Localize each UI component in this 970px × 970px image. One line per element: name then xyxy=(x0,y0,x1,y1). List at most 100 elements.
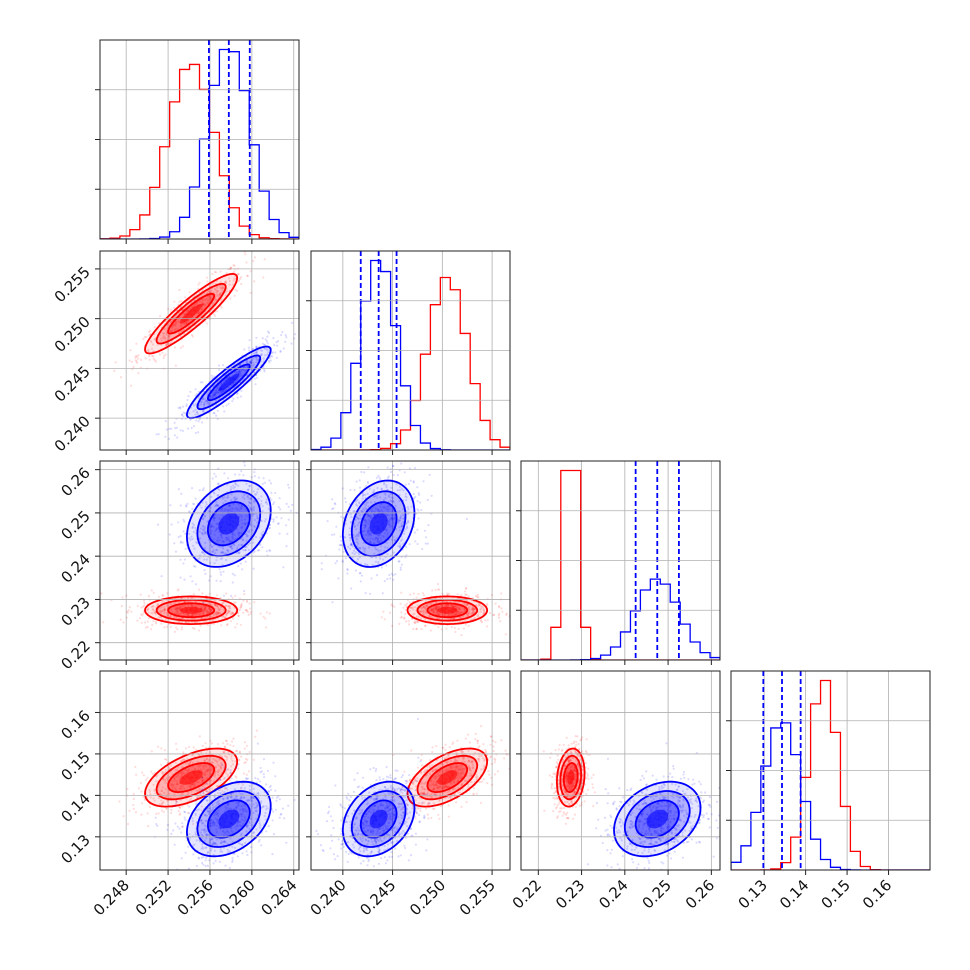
sample-point xyxy=(479,610,482,613)
sample-point xyxy=(221,547,225,550)
sample-point xyxy=(132,365,135,368)
contour-line-red xyxy=(167,602,216,619)
sample-point xyxy=(486,625,489,628)
sample-point xyxy=(364,493,367,496)
sample-point xyxy=(189,575,192,578)
sample-point xyxy=(166,823,169,827)
sample-point xyxy=(146,625,149,629)
sample-point xyxy=(430,608,433,611)
sample-point xyxy=(242,538,245,542)
sample-point xyxy=(254,383,257,386)
sample-point xyxy=(216,286,219,289)
sample-point xyxy=(118,800,121,803)
sample-point xyxy=(233,270,236,273)
sample-point xyxy=(214,603,217,607)
sample-point xyxy=(205,765,208,769)
sample-point xyxy=(212,525,215,528)
sample-point xyxy=(417,509,420,512)
sample-point xyxy=(220,624,223,627)
sample-point xyxy=(464,619,467,622)
sample-point xyxy=(186,804,189,807)
sample-point xyxy=(381,510,384,513)
sample-point xyxy=(222,390,225,393)
sample-point xyxy=(238,368,241,371)
sample-point xyxy=(188,833,191,836)
sample-point xyxy=(174,601,177,605)
sample-point xyxy=(241,783,244,786)
sample-point xyxy=(219,754,222,757)
sample-point xyxy=(181,604,184,607)
sample-point xyxy=(201,421,204,424)
sample-point xyxy=(170,808,173,812)
sample-point xyxy=(187,768,190,771)
sample-point xyxy=(159,609,162,613)
sample-point xyxy=(262,477,265,480)
scatter-blue xyxy=(156,461,298,605)
sample-point xyxy=(366,492,369,495)
sample-point xyxy=(217,826,221,829)
sample-point xyxy=(260,519,263,523)
sample-point xyxy=(216,791,219,795)
sample-point xyxy=(185,771,188,774)
sample-point xyxy=(253,475,256,478)
sample-point xyxy=(219,778,222,782)
panel-3-0: 0.130.140.150.160.2480.2520.2560.2600.26… xyxy=(57,670,301,919)
sample-point xyxy=(248,500,251,504)
sample-point xyxy=(215,548,218,552)
sample-point xyxy=(214,505,217,508)
sample-point xyxy=(186,769,189,772)
sample-point xyxy=(226,538,229,541)
sample-point xyxy=(197,396,200,399)
sample-point xyxy=(213,375,216,378)
sample-point xyxy=(332,507,335,510)
sample-point xyxy=(182,411,185,414)
sample-point xyxy=(455,612,458,616)
sample-point xyxy=(240,370,243,373)
sample-point xyxy=(416,508,419,511)
sample-point xyxy=(182,785,185,788)
sample-point xyxy=(364,592,367,595)
sample-point xyxy=(179,558,182,561)
sample-point xyxy=(222,751,225,754)
sample-point xyxy=(216,611,219,614)
sample-point xyxy=(257,497,260,500)
sample-point xyxy=(214,475,217,478)
sample-point xyxy=(168,776,171,779)
sample-point xyxy=(202,601,205,605)
sample-point xyxy=(177,606,180,610)
sample-point xyxy=(207,510,211,513)
sample-point xyxy=(364,547,367,550)
sample-point xyxy=(210,283,213,286)
sample-point xyxy=(154,338,157,341)
contour-line-red xyxy=(155,282,227,345)
sample-point xyxy=(228,504,232,507)
sample-point xyxy=(161,594,164,597)
sample-point xyxy=(265,611,268,614)
sample-point xyxy=(160,763,163,766)
sample-point xyxy=(223,389,226,393)
sample-point xyxy=(139,593,142,596)
sample-point xyxy=(231,536,234,539)
sample-point xyxy=(215,528,218,531)
sample-point xyxy=(137,354,140,357)
sample-point xyxy=(178,806,182,809)
sample-point xyxy=(180,795,183,798)
sample-point xyxy=(392,496,395,500)
sample-point xyxy=(463,603,466,606)
sample-point xyxy=(222,777,225,781)
sample-point xyxy=(434,606,437,609)
sample-point xyxy=(180,774,183,778)
sample-point xyxy=(246,274,249,277)
sample-point xyxy=(186,793,189,796)
sample-point xyxy=(187,600,190,603)
sample-point xyxy=(435,608,438,611)
sample-point xyxy=(180,300,183,303)
sample-point xyxy=(235,776,238,779)
sample-point xyxy=(151,605,154,608)
sample-point xyxy=(416,620,419,623)
sample-point xyxy=(157,797,160,800)
sample-point xyxy=(150,750,153,753)
sample-point xyxy=(201,550,204,554)
sample-point xyxy=(224,739,227,742)
sample-point xyxy=(355,534,358,538)
